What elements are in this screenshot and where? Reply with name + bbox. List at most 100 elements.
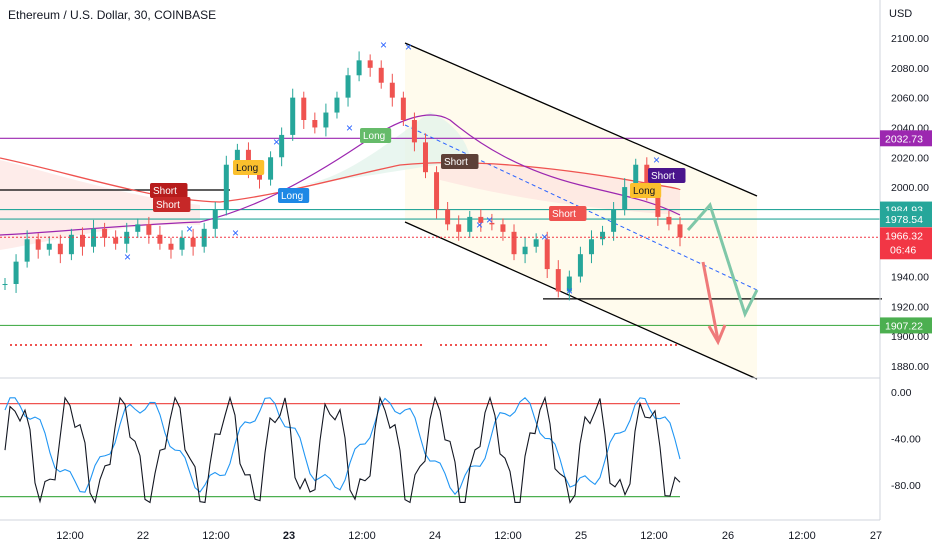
signal-dot [80,344,82,346]
signal-dot [350,344,352,346]
signal-box [150,183,188,198]
signal-dot [585,344,587,346]
signal-dot [420,344,422,346]
candle-body [434,172,440,210]
candle-body [356,60,362,76]
signal-dot [625,344,627,346]
candle-body [378,67,384,83]
signal-dot [600,344,602,346]
signal-dot [285,344,287,346]
signal-dot [535,344,537,346]
signal-dot [45,344,47,346]
signal-dot [480,344,482,346]
countdown-label: 06:46 [890,244,916,256]
candle-body [68,234,74,255]
signal-dot [455,344,457,346]
signal-dot [545,344,547,346]
price-pane[interactable]: Short Short Long Long Long Short Short Long Shor… [0,38,882,380]
signal-dot [295,344,297,346]
candle-body [279,134,285,158]
level-tag-label: 1978.54 [885,214,923,226]
time-tick-label: 22 [137,530,149,542]
signal-dot [580,344,582,346]
current-price-tag [880,227,932,260]
candle-body [345,75,351,98]
candle-body [666,216,672,225]
signal-dot [620,344,622,346]
signal-dot [370,344,372,346]
candle-body [334,97,340,113]
signal-dot [575,344,577,346]
candle-body [35,239,41,250]
price-tick-label: 2080.00 [891,63,929,75]
candle-body [113,237,119,244]
signal-dot [610,344,612,346]
osc-line-black [4,395,681,505]
signal-dot [645,344,647,346]
osc-line-blue [4,397,681,496]
level-tag [880,317,932,334]
signal-dot [175,344,177,346]
x-marker: × [380,38,387,52]
signal-dot [415,344,417,346]
signal-dot [410,344,412,346]
candle-body [400,97,406,120]
candle-body [411,120,417,143]
signal-dot [55,344,57,346]
price-tick-label: 1940.00 [891,272,929,284]
candle-body [179,237,185,250]
signal-dot [245,344,247,346]
osc-tick-label: 0.00 [891,387,912,399]
time-tick-label: 26 [722,530,734,542]
signal-dot [30,344,32,346]
signal-dot [100,344,102,346]
signal-dot [505,344,507,346]
signal-dot [440,344,442,346]
signal-dot [195,344,197,346]
ma-cloud-right [440,160,680,215]
signal-label: Short [552,209,576,220]
signal-dot [225,344,227,346]
signal-dot [40,344,42,346]
signal-dot [170,344,172,346]
signal-dot [475,344,477,346]
oscillator-pane[interactable] [0,395,681,505]
time-tick-label: 23 [283,530,295,542]
signal-dot [130,344,132,346]
candle-body [588,239,594,255]
signal-dot [75,344,77,346]
signal-dot [255,344,257,346]
signal-dot [65,344,67,346]
x-marker: × [124,250,131,264]
time-tick-label: 24 [429,530,441,542]
x-marker: × [566,284,573,298]
signal-dot [115,344,117,346]
signal-dot [165,344,167,346]
signal-dot [20,344,22,346]
candle-body [633,164,639,188]
signal-dot [530,344,532,346]
candle-body [13,261,19,284]
signal-dot [185,344,187,346]
candle-body [445,209,451,225]
x-marker: × [273,135,280,149]
signal-dot [265,344,267,346]
level-tag [880,130,932,147]
signal-dot [310,344,312,346]
candle-body [135,224,141,232]
candle-body [611,209,617,232]
candle-body [533,239,539,247]
signal-dot [220,344,222,346]
signal-dot [540,344,542,346]
signal-box [549,206,587,221]
candle-body [168,243,174,250]
signal-dot [675,344,677,346]
signal-dot [150,344,152,346]
signal-dot [280,344,282,346]
signal-dot [270,344,272,346]
signal-dot [260,344,262,346]
signal-box [233,160,265,175]
signal-dot [125,344,127,346]
candle-body [24,239,30,262]
